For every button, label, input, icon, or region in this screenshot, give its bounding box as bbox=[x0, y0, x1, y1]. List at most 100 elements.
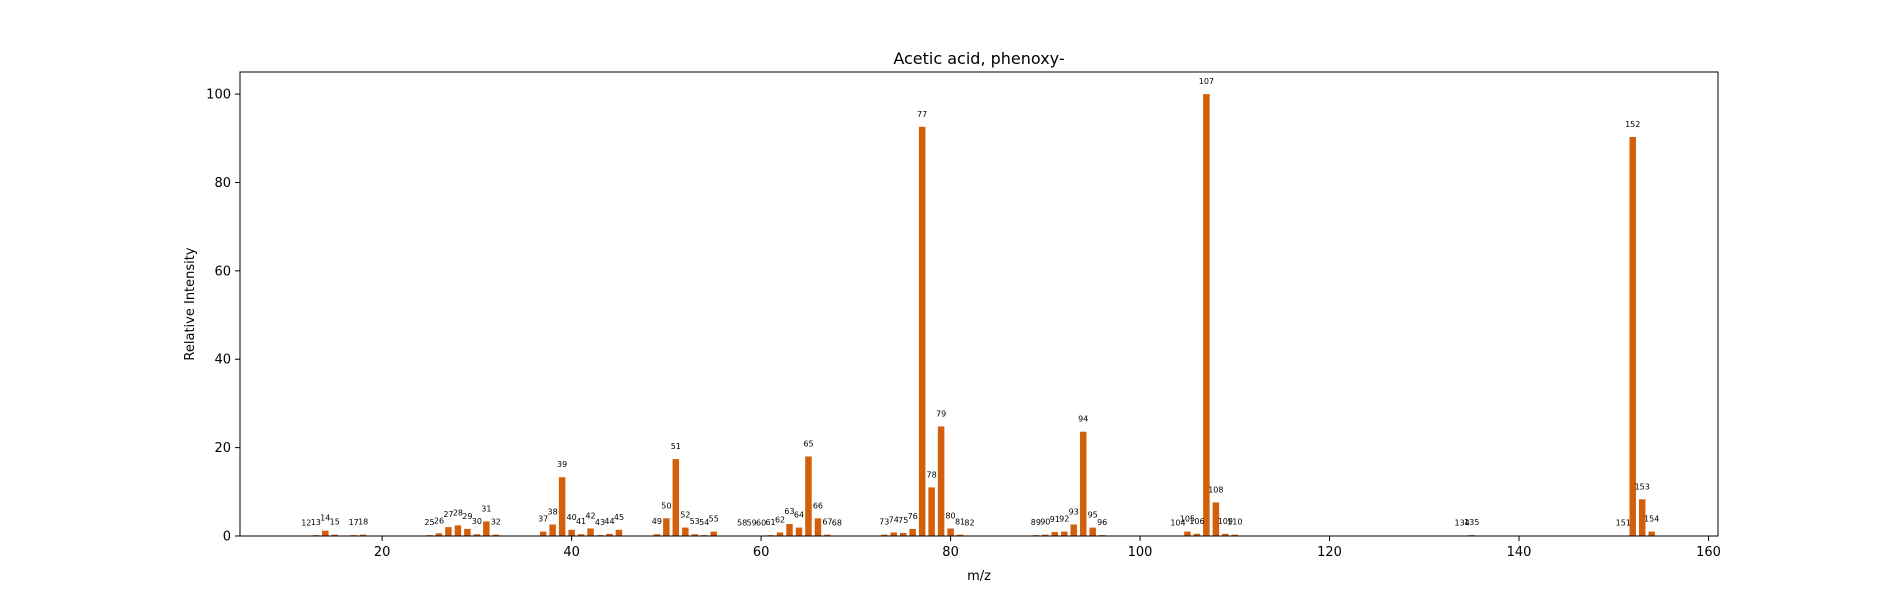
bar-label-mz-108: 108 bbox=[1208, 485, 1223, 494]
bar-mz-153 bbox=[1638, 499, 1646, 536]
bar-mz-105 bbox=[1184, 531, 1191, 536]
bar-label-mz-153: 153 bbox=[1635, 482, 1650, 491]
bar-label-mz-74: 74 bbox=[889, 515, 899, 524]
bar-label-mz-96: 96 bbox=[1097, 518, 1107, 527]
y-axis-label: Relative Intensity bbox=[183, 247, 198, 360]
bar-label-mz-106: 106 bbox=[1189, 517, 1204, 526]
bar-mz-18 bbox=[359, 534, 367, 536]
bar-label-mz-58: 58 bbox=[737, 519, 747, 528]
bar-mz-14 bbox=[322, 530, 329, 536]
bar-label-mz-63: 63 bbox=[784, 507, 794, 516]
x-tick-label: 20 bbox=[374, 545, 391, 560]
x-tick-label: 160 bbox=[1696, 545, 1721, 560]
bar-label-mz-25: 25 bbox=[424, 518, 434, 527]
bar-mz-26 bbox=[435, 533, 443, 536]
bar-mz-39 bbox=[558, 477, 566, 536]
bar-label-mz-44: 44 bbox=[604, 517, 614, 526]
y-axis-ticks: 0 20 40 60 80 100 bbox=[206, 88, 240, 545]
bar-mz-154 bbox=[1648, 531, 1655, 536]
bar-label-mz-49: 49 bbox=[652, 517, 662, 526]
x-axis-ticks: 20 40 60 80 100 120 140 160 bbox=[374, 536, 1721, 560]
bar-label-mz-40: 40 bbox=[567, 513, 577, 522]
plot-frame bbox=[239, 71, 1719, 537]
bar-mz-40 bbox=[568, 529, 575, 536]
bar-label-mz-104: 104 bbox=[1170, 519, 1185, 528]
bar-mz-76 bbox=[909, 528, 916, 536]
bar-label-mz-42: 42 bbox=[585, 511, 595, 520]
bar-label-mz-39: 39 bbox=[557, 460, 567, 469]
bar-label-mz-12: 12 bbox=[301, 519, 311, 528]
bar-mz-63 bbox=[786, 524, 793, 536]
bar-mz-65 bbox=[805, 456, 812, 536]
bar-mz-110 bbox=[1231, 534, 1239, 536]
bar-label-mz-32: 32 bbox=[491, 518, 501, 527]
bar-label-mz-38: 38 bbox=[548, 508, 558, 517]
bar-mz-49 bbox=[653, 534, 661, 536]
bar-label-mz-28: 28 bbox=[453, 508, 463, 517]
bar-mz-44 bbox=[606, 533, 613, 536]
y-tick-label: 40 bbox=[214, 353, 231, 368]
bar-label-mz-81: 81 bbox=[955, 518, 965, 527]
bar-mz-106 bbox=[1193, 533, 1201, 536]
bar-mz-75 bbox=[899, 532, 907, 536]
bar-label-mz-59: 59 bbox=[747, 519, 757, 528]
bar-label-mz-50: 50 bbox=[661, 501, 671, 510]
bar-label-mz-67: 67 bbox=[822, 518, 832, 527]
bar-mz-27 bbox=[445, 527, 452, 536]
bar-mz-77 bbox=[918, 126, 926, 536]
bar-label-mz-52: 52 bbox=[680, 511, 690, 520]
bar-mz-15 bbox=[331, 534, 338, 536]
bar-label-mz-51: 51 bbox=[671, 442, 681, 451]
bar-label-mz-92: 92 bbox=[1059, 515, 1069, 524]
y-tick-label: 0 bbox=[223, 530, 231, 545]
bar-label-mz-73: 73 bbox=[879, 518, 889, 527]
bar-mz-42 bbox=[587, 528, 594, 536]
bar-mz-64 bbox=[795, 527, 803, 536]
bar-mz-94 bbox=[1079, 431, 1087, 536]
bar-mz-52 bbox=[682, 527, 689, 536]
bar-mz-45 bbox=[615, 529, 623, 536]
bar-label-mz-30: 30 bbox=[472, 517, 482, 526]
bar-label-mz-110: 110 bbox=[1227, 518, 1242, 527]
chart-title: Acetic acid, phenoxy- bbox=[893, 49, 1064, 68]
bar-mz-32 bbox=[492, 534, 500, 536]
bar-label-mz-107: 107 bbox=[1199, 77, 1214, 86]
bar-mz-74 bbox=[890, 532, 897, 536]
bar-mz-53 bbox=[691, 534, 699, 536]
bar-mz-91 bbox=[1051, 532, 1059, 536]
bar-label-mz-26: 26 bbox=[434, 516, 444, 525]
bar-mz-79 bbox=[937, 426, 945, 536]
bar-label-mz-109: 109 bbox=[1218, 517, 1233, 526]
bar-label-mz-60: 60 bbox=[756, 519, 766, 528]
bar-label-mz-41: 41 bbox=[576, 517, 586, 526]
bar-mz-62 bbox=[776, 532, 784, 536]
bar-mz-78 bbox=[928, 487, 935, 536]
bar-label-mz-31: 31 bbox=[481, 504, 491, 513]
bar-label-mz-13: 13 bbox=[311, 518, 321, 527]
bar-mz-50 bbox=[663, 518, 670, 536]
bar-mz-38 bbox=[549, 524, 556, 536]
bar-mz-81 bbox=[956, 534, 964, 536]
bar-label-mz-62: 62 bbox=[775, 515, 785, 524]
y-tick-label: 80 bbox=[214, 176, 231, 191]
bar-mz-51 bbox=[672, 459, 680, 536]
bar-mz-55 bbox=[710, 531, 717, 536]
bar-label-mz-43: 43 bbox=[595, 518, 605, 527]
y-tick-label: 20 bbox=[214, 441, 231, 456]
x-tick-label: 60 bbox=[753, 545, 770, 560]
bar-mz-31 bbox=[483, 521, 490, 536]
x-tick-label: 100 bbox=[1128, 545, 1153, 560]
bar-label-mz-105: 105 bbox=[1180, 515, 1195, 524]
bar-label-mz-154: 154 bbox=[1644, 515, 1659, 524]
bar-label-mz-82: 82 bbox=[964, 519, 974, 528]
bar-label-mz-93: 93 bbox=[1069, 508, 1079, 517]
x-tick-label: 80 bbox=[942, 545, 959, 560]
bar-label-mz-79: 79 bbox=[936, 409, 946, 418]
bar-mz-92 bbox=[1061, 531, 1068, 536]
bar-label-mz-64: 64 bbox=[794, 511, 804, 520]
bar-mz-80 bbox=[947, 528, 954, 536]
bar-label-mz-95: 95 bbox=[1088, 511, 1098, 520]
bar-label-mz-91: 91 bbox=[1050, 515, 1060, 524]
